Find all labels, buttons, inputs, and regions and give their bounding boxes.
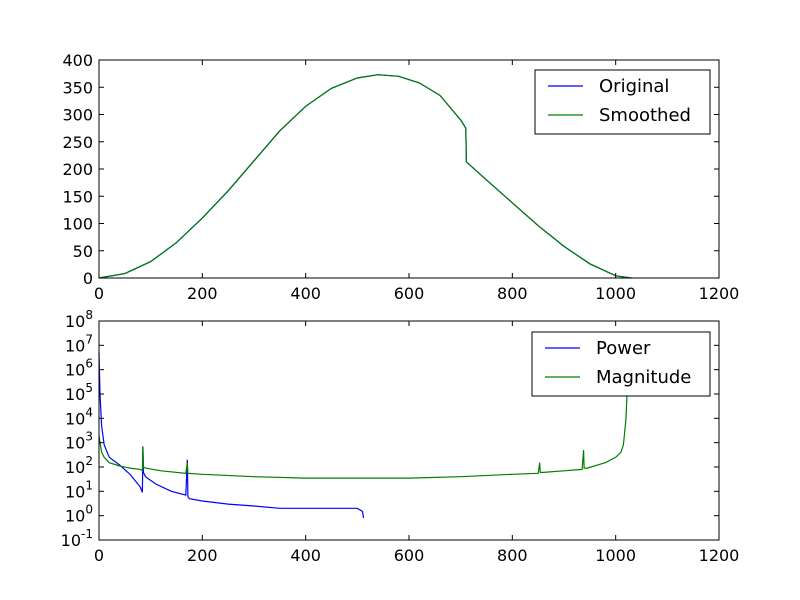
top-x-tick-label: 200 xyxy=(187,284,218,303)
bottom-y-tick-label: 100 xyxy=(65,503,93,526)
bottom-y-tick-label: 107 xyxy=(65,332,93,355)
bottom-y-tick-label: 104 xyxy=(65,405,93,428)
top-x-tick-label: 800 xyxy=(497,284,528,303)
top-y-tick-label: 100 xyxy=(62,215,93,234)
top-x-tick-label: 1200 xyxy=(699,284,740,303)
bottom-x-tick-label: 400 xyxy=(290,546,321,565)
bottom-y-tick-label: 10-1 xyxy=(61,527,93,550)
top-y-tick-label: 300 xyxy=(62,106,93,125)
top-x-tick-label: 400 xyxy=(290,284,321,303)
top-y-tick-label: 0 xyxy=(83,269,93,288)
top-series-smoothed-line xyxy=(98,74,632,279)
top-plot: 0 200 400 600 800 1000 1200 0 50 100 150 200 250 300 3… xyxy=(62,51,739,303)
top-y-tick-label: 200 xyxy=(62,160,93,179)
bottom-x-tick-label: 0 xyxy=(94,546,104,565)
top-x-tick-label: 600 xyxy=(394,284,425,303)
top-y-tick-label: 150 xyxy=(62,187,93,206)
bottom-series-power-line xyxy=(98,352,365,519)
top-y-tick-label: 400 xyxy=(62,51,93,70)
bottom-legend-box xyxy=(531,331,711,397)
top-x-tick-label: 1000 xyxy=(595,284,636,303)
legend-label-magnitude: Magnitude xyxy=(596,367,691,388)
legend-label-original: Original xyxy=(599,76,669,97)
top-y-tick-label: 350 xyxy=(62,78,93,97)
bottom-plot-ticks: 0 200 400 600 800 1000 12001081071061051041031… xyxy=(61,308,740,565)
bottom-series-magnitude-line xyxy=(98,393,628,479)
top-x-tick-label: 0 xyxy=(94,284,104,303)
bottom-y-tick-label: 105 xyxy=(65,381,93,404)
bottom-x-tick-label: 200 xyxy=(187,546,218,565)
bottom-y-tick-label: 102 xyxy=(65,454,93,477)
bottom-x-tick-label: 1200 xyxy=(699,546,740,565)
bottom-y-tick-label: 108 xyxy=(65,308,93,331)
bottom-plot-lines xyxy=(98,352,628,519)
bottom-y-tick-label: 101 xyxy=(65,478,93,501)
bottom-x-tick-label: 600 xyxy=(394,546,425,565)
legend-label-power: Power xyxy=(596,338,651,359)
legend-label-smoothed: Smoothed xyxy=(599,105,691,126)
top-y-tick-label: 250 xyxy=(62,133,93,152)
bottom-plot-legend: Power Magnitude xyxy=(531,331,711,397)
top-plot-ticks: 0 200 400 600 800 1000 1200 0 50 100 150 200 250 300 3… xyxy=(62,51,739,303)
top-legend-box xyxy=(534,69,711,135)
bottom-plot: 0 200 400 600 800 1000 12001081071061051041031… xyxy=(61,308,740,565)
top-y-tick-label: 50 xyxy=(73,242,93,261)
top-plot-legend: Original Smoothed xyxy=(534,69,711,135)
bottom-y-tick-label: 103 xyxy=(65,430,93,453)
bottom-x-tick-label: 1000 xyxy=(595,546,636,565)
bottom-y-tick-label: 106 xyxy=(65,357,93,380)
bottom-x-tick-label: 800 xyxy=(497,546,528,565)
top-plot-lines xyxy=(98,74,632,279)
